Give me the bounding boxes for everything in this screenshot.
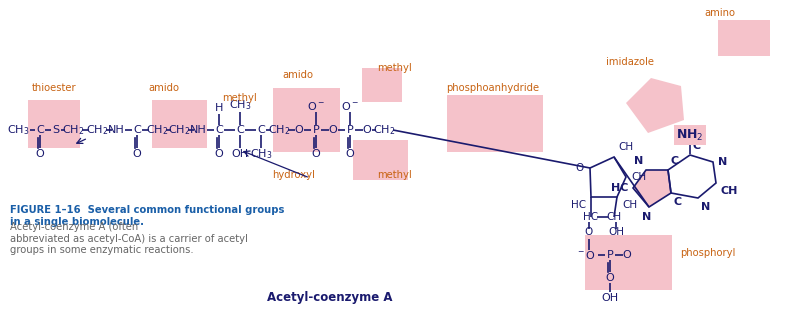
Text: O: O [606, 273, 614, 283]
Text: OH: OH [231, 149, 249, 159]
Text: O: O [363, 125, 371, 135]
Text: C: C [215, 125, 223, 135]
Text: C: C [671, 156, 679, 166]
Text: OH: OH [602, 293, 618, 303]
Text: N: N [701, 202, 710, 212]
Text: hydroxyl: hydroxyl [272, 170, 315, 180]
Bar [273, 88, 340, 152]
Text: O: O [346, 149, 355, 159]
Text: C: C [36, 125, 44, 135]
Text: methyl: methyl [222, 93, 257, 103]
Bar [152, 100, 207, 148]
Bar [447, 95, 543, 152]
Text: P: P [347, 125, 353, 135]
Text: phosphoryl: phosphoryl [680, 248, 736, 258]
Bar [362, 68, 402, 102]
Text: CH$_2$: CH$_2$ [168, 123, 190, 137]
Text: O: O [622, 250, 631, 260]
Bar [28, 100, 80, 148]
Text: C: C [133, 125, 141, 135]
Text: CH: CH [721, 186, 738, 196]
Text: CH$_2$: CH$_2$ [86, 123, 108, 137]
Text: phosphoanhydride: phosphoanhydride [446, 83, 540, 93]
Text: NH: NH [190, 125, 206, 135]
Text: CH: CH [622, 200, 637, 210]
Polygon shape [633, 170, 671, 207]
Text: O: O [575, 163, 584, 173]
Text: imidazole: imidazole [606, 57, 654, 67]
Text: O: O [36, 149, 45, 159]
Text: C: C [257, 125, 265, 135]
Text: Acetyl-coenzyme A: Acetyl-coenzyme A [267, 290, 393, 304]
Text: HC: HC [583, 212, 599, 222]
Text: O: O [132, 149, 141, 159]
Text: CH: CH [618, 142, 633, 152]
Text: FIGURE 1–16  Several common functional groups
in a single biomolecule.: FIGURE 1–16 Several common functional gr… [10, 205, 285, 227]
Text: O$^-$: O$^-$ [307, 100, 325, 112]
Text: H: H [215, 103, 223, 113]
Polygon shape [626, 78, 684, 133]
Text: N: N [642, 212, 652, 222]
Text: methyl: methyl [378, 170, 412, 180]
Text: CH: CH [631, 172, 646, 182]
Text: CH$_3$: CH$_3$ [6, 123, 29, 137]
Text: thioester: thioester [32, 83, 77, 93]
Text: O: O [214, 149, 223, 159]
Text: $^-$O: $^-$O [576, 249, 596, 261]
Text: N: N [634, 156, 643, 166]
Text: amino: amino [705, 8, 736, 18]
Text: CH$_2$: CH$_2$ [373, 123, 395, 137]
Text: S: S [53, 125, 60, 135]
Text: Acetyl-coenzyme A (often
abbreviated as acetyl-CoA) is a carrier of acetyl
group: Acetyl-coenzyme A (often abbreviated as … [10, 222, 248, 255]
Text: CH$_2$: CH$_2$ [146, 123, 168, 137]
Text: O$^-$: O$^-$ [341, 100, 359, 112]
Text: NH: NH [108, 125, 124, 135]
Text: CH: CH [607, 212, 622, 222]
Text: HC: HC [571, 200, 586, 210]
Text: P: P [607, 250, 614, 260]
Text: O: O [295, 125, 304, 135]
Text: OH: OH [608, 227, 624, 237]
Text: C: C [674, 197, 682, 207]
Text: amido: amido [148, 83, 179, 93]
Text: N: N [718, 157, 727, 167]
Text: CH$_3$: CH$_3$ [249, 147, 273, 161]
Text: P: P [312, 125, 320, 135]
Text: methyl: methyl [378, 63, 412, 73]
Text: CH$_2$: CH$_2$ [268, 123, 290, 137]
Text: HC: HC [611, 183, 628, 193]
Text: C: C [236, 125, 244, 135]
Text: O: O [585, 227, 593, 237]
Text: C: C [693, 141, 701, 151]
Text: CH$_2$: CH$_2$ [62, 123, 84, 137]
Text: CH$_3$: CH$_3$ [229, 98, 251, 112]
Bar [585, 235, 672, 290]
Text: amido: amido [282, 70, 313, 80]
Text: NH$_2$: NH$_2$ [677, 127, 704, 142]
Text: O: O [312, 149, 320, 159]
Text: O: O [328, 125, 337, 135]
Bar [718, 20, 770, 56]
Bar [353, 140, 408, 180]
